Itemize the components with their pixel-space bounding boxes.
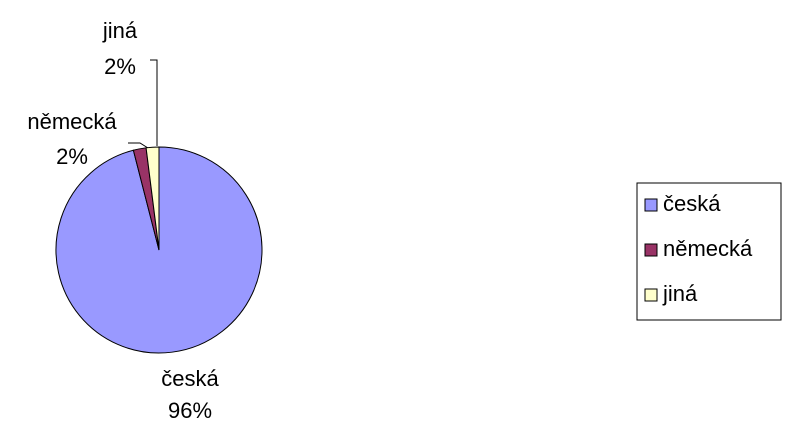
pie-slice bbox=[55, 146, 263, 354]
legend-box bbox=[636, 182, 782, 321]
leader-line bbox=[128, 142, 149, 149]
legend-label: jiná bbox=[662, 281, 698, 306]
data-label-value: 2% bbox=[104, 54, 136, 79]
data-label-value: 2% bbox=[56, 144, 88, 169]
legend-swatch bbox=[644, 243, 658, 257]
data-label-name: německá bbox=[27, 109, 117, 134]
data-label-name: jiná bbox=[102, 18, 138, 43]
legend-swatch bbox=[644, 198, 658, 212]
pie-slice bbox=[145, 146, 160, 251]
data-label-value: 96% bbox=[168, 398, 212, 423]
legend-swatch bbox=[644, 288, 658, 302]
legend-label: německá bbox=[663, 236, 753, 261]
legend-label: česká bbox=[663, 191, 721, 216]
data-label-name: česká bbox=[161, 366, 219, 391]
leader-line bbox=[150, 59, 158, 146]
